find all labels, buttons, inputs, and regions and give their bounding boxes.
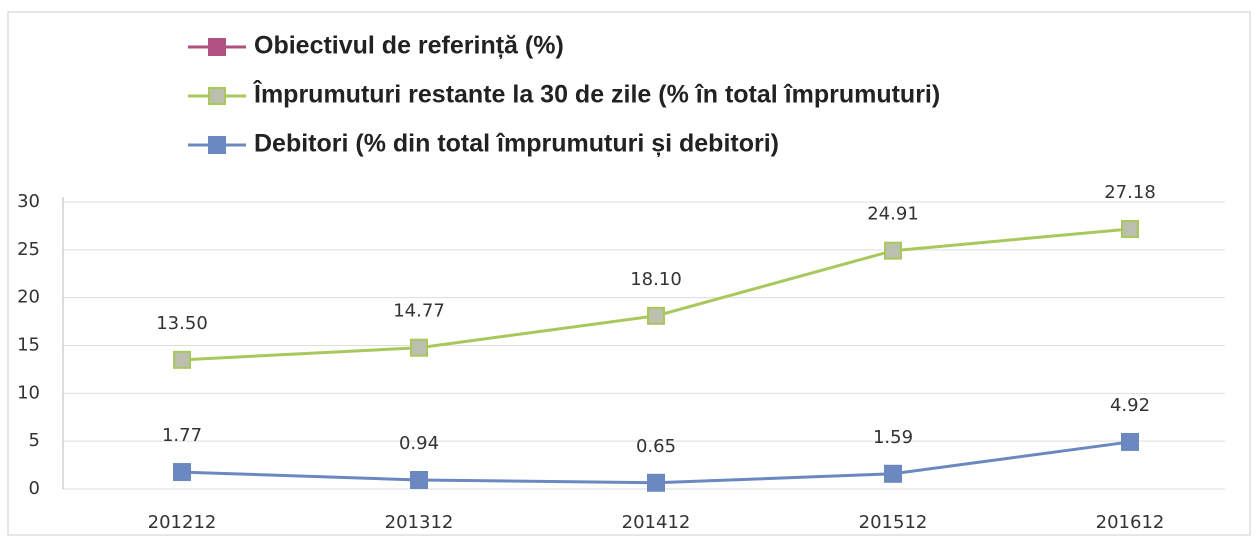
data-label: 13.50 xyxy=(156,313,208,334)
x-tick-label: 201312 xyxy=(385,512,454,533)
legend-marker xyxy=(208,136,226,154)
y-tick-label: 25 xyxy=(17,239,40,260)
y-tick-label: 30 xyxy=(17,191,40,212)
legend-label: Debitori (% din total împrumuturi și deb… xyxy=(254,130,779,158)
x-tick-label: 201512 xyxy=(859,512,928,533)
x-tick-label: 201212 xyxy=(148,512,217,533)
series-line xyxy=(181,227,1131,362)
legend-marker xyxy=(208,38,226,56)
data-label: 24.91 xyxy=(867,204,919,225)
marker xyxy=(647,306,665,325)
marker xyxy=(173,463,191,482)
marker xyxy=(410,338,428,357)
marker xyxy=(173,350,191,369)
y-tick-label: 15 xyxy=(17,335,40,356)
marker xyxy=(647,473,665,492)
data-label: 4.92 xyxy=(1110,395,1150,416)
y-tick-label: 10 xyxy=(17,382,40,403)
marker xyxy=(410,471,428,490)
legend-label: Obiectivul de referință (%) xyxy=(254,32,564,60)
y-tick-label: 20 xyxy=(17,287,40,308)
chart-border xyxy=(7,11,1251,536)
data-label: 18.10 xyxy=(630,269,682,290)
marker xyxy=(884,464,902,483)
data-label: 0.65 xyxy=(636,436,676,457)
legend-label: Împrumuturi restante la 30 de zile (% în… xyxy=(252,79,940,109)
data-label: 27.18 xyxy=(1104,182,1156,203)
x-tick-label: 201612 xyxy=(1096,512,1165,533)
marker xyxy=(1121,219,1139,238)
marker xyxy=(1121,432,1139,451)
marker xyxy=(884,241,902,260)
data-label: 14.77 xyxy=(393,301,445,322)
data-label: 1.59 xyxy=(873,427,913,448)
y-tick-label: 5 xyxy=(29,430,40,451)
data-label: 0.94 xyxy=(399,433,439,454)
x-tick-label: 201412 xyxy=(622,512,691,533)
legend-marker xyxy=(208,87,226,105)
data-label: 1.77 xyxy=(162,425,202,446)
y-tick-label: 0 xyxy=(29,478,40,499)
